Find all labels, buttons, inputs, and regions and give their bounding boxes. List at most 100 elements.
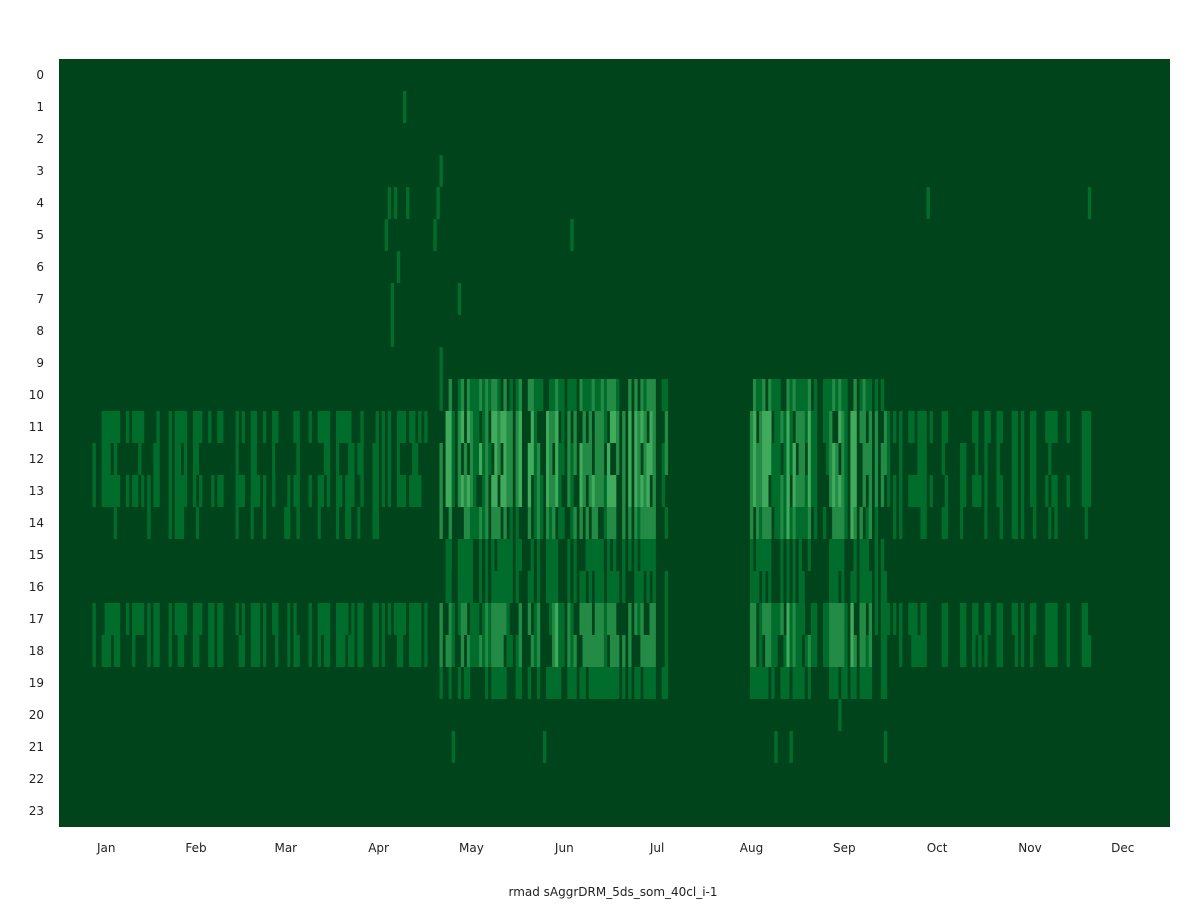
heatmap-cell: [832, 635, 836, 667]
heatmap-cell: [585, 699, 589, 731]
heatmap-cell: [1008, 411, 1013, 443]
heatmap-cell: [113, 603, 118, 635]
heatmap-cell: [804, 475, 809, 507]
heatmap-cell: [850, 475, 854, 507]
heatmap-cell: [177, 603, 182, 635]
heatmap-cell: [272, 603, 276, 635]
heatmap-cell: [92, 507, 96, 539]
y-tick-label: 13: [29, 484, 44, 498]
heatmap-cell: [399, 411, 404, 443]
heatmap-cell: [749, 507, 754, 539]
heatmap-cell: [399, 603, 404, 635]
heatmap-cell: [899, 635, 903, 667]
heatmap-cell: [208, 635, 212, 667]
heatmap-cell: [518, 443, 522, 475]
heatmap-cell: [649, 699, 653, 731]
heatmap-cell: [509, 443, 513, 475]
heatmap-cell: [972, 603, 976, 635]
heatmap-cell: [893, 507, 897, 539]
heatmap-cell: [774, 603, 778, 635]
heatmap-cell: [101, 571, 105, 603]
heatmap-cell: [500, 603, 504, 635]
heatmap-cell: [640, 603, 644, 635]
heatmap-cell: [664, 411, 669, 443]
heatmap-cell: [92, 635, 96, 667]
heatmap-cell: [862, 699, 866, 731]
heatmap-cell: [183, 411, 188, 443]
heatmap-cell: [527, 475, 532, 507]
heatmap-cell: [509, 539, 513, 571]
heatmap-cell: [125, 603, 130, 635]
heatmap-cell: [646, 667, 650, 699]
heatmap-cell: [1033, 475, 1037, 507]
heatmap-cell: [457, 571, 462, 603]
heatmap-cell: [941, 603, 946, 635]
heatmap-cell: [1084, 475, 1089, 507]
heatmap-cell: [250, 411, 255, 443]
heatmap-cell: [326, 635, 331, 667]
heatmap-cell: [293, 411, 297, 443]
heatmap-cell: [232, 411, 236, 443]
heatmap-cell: [996, 667, 1000, 699]
heatmap-cell: [101, 635, 105, 667]
heatmap-cell: [415, 667, 419, 699]
heatmap-cell: [920, 443, 924, 475]
heatmap-cell: [777, 667, 781, 699]
heatmap-cell: [345, 411, 349, 443]
heatmap-cell: [850, 411, 854, 443]
heatmap-cell: [792, 507, 796, 539]
heatmap-cell: [250, 635, 255, 667]
heatmap-cell: [600, 603, 605, 635]
heatmap-cell: [409, 411, 413, 443]
heatmap-cell: [853, 507, 857, 539]
heatmap-cell: [841, 539, 845, 571]
heatmap-cell: [622, 571, 626, 603]
heatmap-cell: [774, 475, 778, 507]
heatmap-cell: [335, 667, 340, 699]
heatmap-cell: [199, 475, 203, 507]
heatmap-cell: [372, 443, 376, 475]
heatmap-cell: [177, 507, 182, 539]
heatmap-cell: [606, 379, 611, 411]
heatmap-cell: [393, 187, 398, 219]
heatmap-cell: [132, 507, 136, 539]
heatmap-cell: [494, 571, 498, 603]
heatmap-cell: [518, 379, 522, 411]
heatmap-cell: [616, 667, 620, 699]
heatmap-cell: [357, 571, 361, 603]
heatmap-cell: [1011, 507, 1016, 539]
heatmap-cell: [372, 635, 376, 667]
heatmap-cell: [485, 571, 489, 603]
heatmap-cell: [375, 411, 379, 443]
heatmap-cell: [116, 539, 121, 571]
heatmap-cell: [348, 507, 352, 539]
heatmap-cell: [241, 571, 245, 603]
heatmap-cell: [253, 507, 258, 539]
heatmap-cell: [153, 667, 157, 699]
heatmap-cell: [777, 539, 781, 571]
heatmap-cell: [826, 443, 830, 475]
heatmap-cell: [774, 443, 778, 475]
heatmap-cell: [348, 667, 352, 699]
heatmap-cell: [868, 699, 872, 731]
heatmap-cell: [628, 635, 632, 667]
heatmap-cell: [646, 475, 650, 507]
heatmap-cell: [1011, 539, 1016, 571]
heatmap-cell: [929, 475, 933, 507]
heatmap-cell: [752, 635, 757, 667]
heatmap-cell: [1081, 667, 1086, 699]
heatmap-cell: [1033, 571, 1037, 603]
heatmap-cell: [1011, 667, 1016, 699]
heatmap-cell: [862, 379, 866, 411]
heatmap-cell: [594, 475, 599, 507]
heatmap-cell: [439, 699, 443, 731]
heatmap-cell: [868, 571, 872, 603]
heatmap-cell: [643, 475, 647, 507]
heatmap-cell: [272, 411, 276, 443]
heatmap-cell: [387, 571, 392, 603]
heatmap-cell: [792, 475, 796, 507]
heatmap-cell: [104, 539, 108, 571]
heatmap-cell: [987, 571, 991, 603]
heatmap-cell: [518, 411, 522, 443]
heatmap-cell: [296, 411, 300, 443]
